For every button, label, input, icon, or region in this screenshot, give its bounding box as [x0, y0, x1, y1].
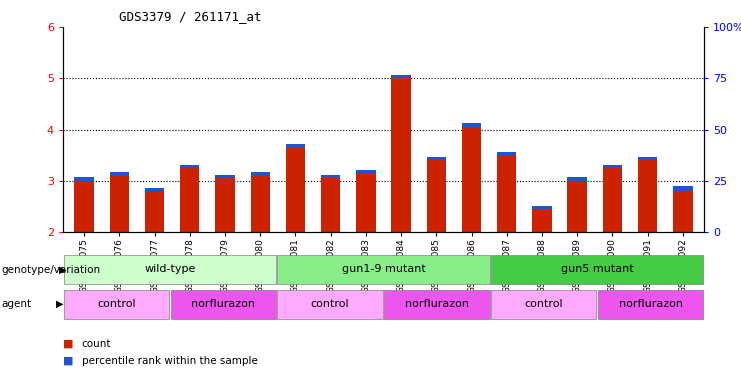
- Bar: [180, 164, 199, 168]
- Bar: [497, 155, 516, 232]
- Text: control: control: [97, 299, 136, 309]
- Text: wild-type: wild-type: [144, 264, 196, 274]
- Bar: [568, 181, 587, 232]
- Bar: [391, 74, 411, 78]
- Bar: [384, 290, 490, 319]
- Bar: [462, 127, 481, 232]
- Bar: [427, 157, 446, 161]
- Bar: [216, 175, 235, 179]
- Bar: [598, 290, 703, 319]
- Bar: [427, 161, 446, 232]
- Bar: [491, 290, 597, 319]
- Bar: [321, 179, 340, 232]
- Bar: [110, 176, 129, 232]
- Bar: [277, 290, 383, 319]
- Bar: [74, 181, 94, 232]
- Bar: [74, 177, 94, 181]
- Bar: [321, 175, 340, 179]
- Bar: [250, 172, 270, 176]
- Text: ▶: ▶: [56, 299, 63, 309]
- Bar: [532, 209, 551, 232]
- Text: norflurazon: norflurazon: [405, 299, 469, 309]
- Bar: [277, 255, 490, 285]
- Bar: [673, 191, 693, 232]
- Text: gun1-9 mutant: gun1-9 mutant: [342, 264, 425, 274]
- Bar: [216, 179, 235, 232]
- Text: control: control: [525, 299, 563, 309]
- Bar: [180, 168, 199, 232]
- Text: GDS3379 / 261171_at: GDS3379 / 261171_at: [119, 10, 261, 23]
- Text: gun5 mutant: gun5 mutant: [561, 264, 634, 274]
- Text: percentile rank within the sample: percentile rank within the sample: [82, 356, 257, 366]
- Bar: [356, 173, 376, 232]
- Bar: [145, 188, 165, 191]
- Text: count: count: [82, 339, 111, 349]
- Bar: [250, 176, 270, 232]
- Bar: [602, 164, 622, 168]
- Text: ■: ■: [63, 339, 73, 349]
- Bar: [110, 172, 129, 176]
- Text: norflurazon: norflurazon: [191, 299, 255, 309]
- Bar: [491, 255, 703, 285]
- Bar: [145, 191, 165, 232]
- Bar: [391, 78, 411, 232]
- Text: ▶: ▶: [59, 265, 67, 275]
- Bar: [497, 152, 516, 155]
- Bar: [170, 290, 276, 319]
- Bar: [64, 255, 276, 285]
- Bar: [602, 168, 622, 232]
- Bar: [462, 123, 481, 127]
- Bar: [356, 170, 376, 173]
- Bar: [286, 147, 305, 232]
- Bar: [568, 177, 587, 181]
- Bar: [532, 206, 551, 209]
- Bar: [64, 290, 169, 319]
- Text: genotype/variation: genotype/variation: [1, 265, 101, 275]
- Bar: [638, 161, 657, 232]
- Bar: [673, 186, 693, 191]
- Text: ■: ■: [63, 356, 73, 366]
- Bar: [638, 157, 657, 161]
- Text: control: control: [310, 299, 349, 309]
- Text: agent: agent: [1, 299, 32, 309]
- Text: norflurazon: norflurazon: [619, 299, 682, 309]
- Bar: [286, 144, 305, 147]
